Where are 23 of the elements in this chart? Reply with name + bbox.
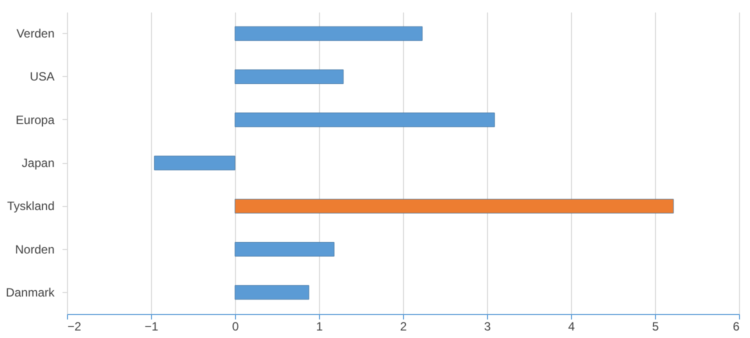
y-tick-label: Europa bbox=[16, 112, 55, 127]
bar bbox=[234, 242, 334, 257]
x-tick-label: 6 bbox=[732, 320, 740, 334]
x-tick-label: 5 bbox=[652, 320, 660, 334]
bar bbox=[234, 285, 310, 300]
x-tick-label: 3 bbox=[484, 320, 492, 334]
bar bbox=[234, 112, 495, 128]
y-tick-label: Verden bbox=[16, 26, 54, 41]
x-tick-label: −2 bbox=[68, 320, 82, 334]
y-tick-label: Tyskland bbox=[7, 199, 54, 214]
bar bbox=[234, 69, 344, 84]
x-tick-label: −1 bbox=[144, 320, 159, 334]
x-tick-label: 1 bbox=[316, 320, 324, 334]
bar bbox=[154, 156, 236, 170]
y-tick-label: Danmark bbox=[6, 285, 56, 300]
y-tick-label: Norden bbox=[15, 242, 54, 256]
bar bbox=[234, 198, 674, 214]
y-tick-label: Japan bbox=[22, 156, 54, 170]
x-tick-label: 0 bbox=[232, 320, 240, 334]
bar bbox=[234, 26, 423, 41]
x-tick-label: 2 bbox=[400, 320, 408, 334]
y-tick-label: USA bbox=[30, 70, 54, 84]
x-tick-label: 4 bbox=[568, 320, 576, 334]
